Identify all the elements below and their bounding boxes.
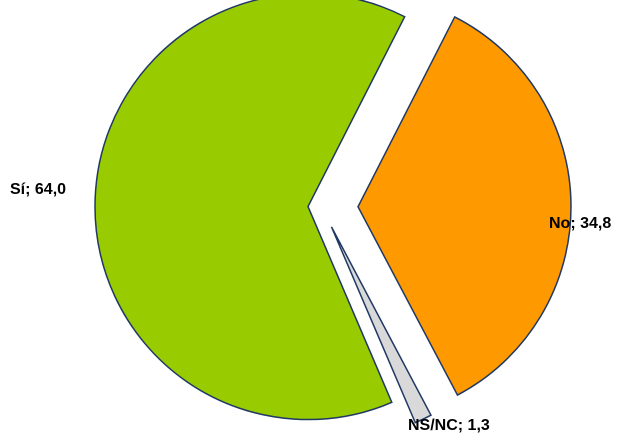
slice-label-si: Sí; 64,0: [10, 181, 66, 198]
pie-labels: Sí; 64,0 No; 34,8 NS/NC; 1,3: [10, 181, 611, 434]
slice-label-nsnc: NS/NC; 1,3: [408, 417, 490, 434]
slice-label-no: No; 34,8: [549, 215, 611, 232]
pie-slices: [94, 0, 572, 424]
pie-slice-no: [357, 15, 572, 397]
pie-slice-s-: [94, 0, 406, 421]
pie-slice-ns-nc: [330, 226, 432, 424]
